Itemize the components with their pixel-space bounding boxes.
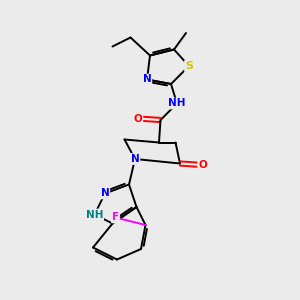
Text: F: F	[112, 212, 119, 223]
Text: O: O	[134, 113, 142, 124]
Text: N: N	[130, 154, 140, 164]
Text: S: S	[185, 61, 193, 71]
Text: NH: NH	[168, 98, 186, 109]
Text: N: N	[100, 188, 109, 199]
Text: NH: NH	[86, 209, 103, 220]
Text: N: N	[142, 74, 152, 85]
Text: O: O	[198, 160, 207, 170]
